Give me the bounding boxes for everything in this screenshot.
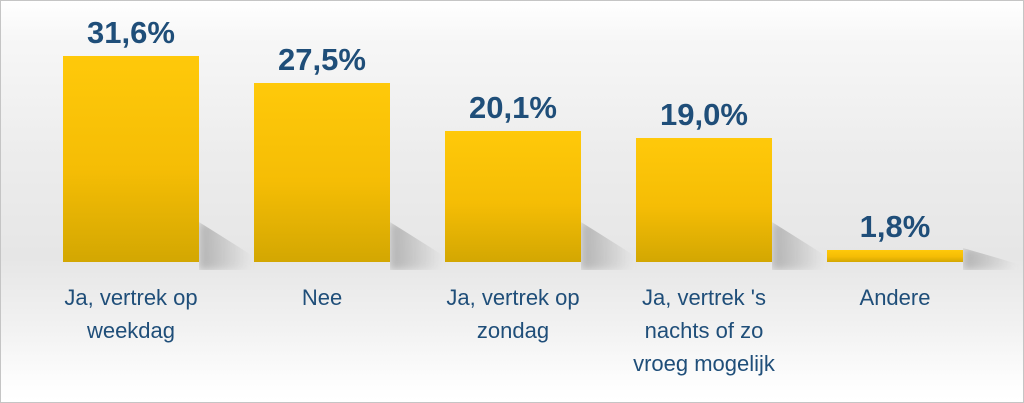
- category-label: Andere: [859, 285, 931, 310]
- bar-shadow: [772, 222, 830, 270]
- bar: [827, 248, 1021, 270]
- bar: [445, 131, 639, 270]
- bar-value-label: 19,0%: [660, 97, 748, 132]
- bar-shadow: [963, 248, 1021, 270]
- bar: [636, 138, 830, 270]
- bar-value-label: 31,6%: [87, 15, 175, 50]
- category-label: Ja, vertrek 's nachts of zo vroeg mogeli…: [633, 285, 775, 376]
- bar-shadow: [199, 222, 257, 270]
- bar-shadow: [390, 222, 448, 270]
- category-label: Nee: [301, 285, 343, 310]
- bar: [254, 83, 448, 270]
- bar: [63, 56, 257, 270]
- category-label: Ja, vertrek op weekdag: [64, 285, 198, 343]
- bar-value-label: 27,5%: [278, 42, 366, 77]
- bar-value-label: 1,8%: [859, 209, 931, 244]
- bar-shadow: [581, 222, 639, 270]
- category-label: Ja, vertrek op zondag: [446, 285, 580, 343]
- bar-value-label: 20,1%: [469, 90, 557, 125]
